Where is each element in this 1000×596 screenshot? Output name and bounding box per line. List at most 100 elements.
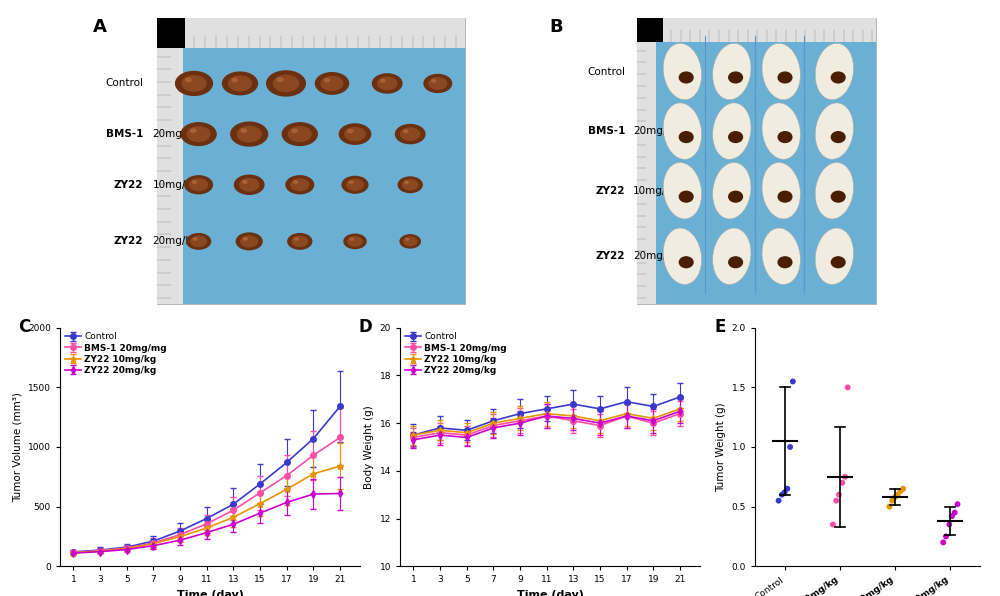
Circle shape [241,129,246,132]
Circle shape [277,78,283,82]
Text: B: B [549,18,563,36]
Circle shape [291,179,309,191]
FancyBboxPatch shape [157,18,185,48]
Text: D: D [358,318,372,336]
Circle shape [679,257,693,268]
Circle shape [344,234,366,249]
Circle shape [679,132,693,142]
Circle shape [192,181,197,184]
Circle shape [191,129,196,132]
Circle shape [185,176,212,194]
Text: A: A [93,18,107,36]
Circle shape [288,234,312,249]
Circle shape [229,76,251,91]
Circle shape [267,71,305,96]
Circle shape [273,75,299,92]
Point [892,486,908,496]
Circle shape [321,76,343,91]
Circle shape [831,72,845,83]
Circle shape [237,126,261,142]
Ellipse shape [762,103,800,159]
Circle shape [398,177,422,193]
Circle shape [679,72,693,83]
FancyBboxPatch shape [637,18,663,42]
Circle shape [315,73,349,94]
Ellipse shape [815,103,854,159]
Circle shape [778,191,792,202]
Circle shape [345,128,365,141]
Circle shape [191,237,206,246]
Circle shape [372,74,402,93]
Circle shape [193,238,197,240]
Circle shape [778,257,792,268]
Text: ZY22: ZY22 [114,180,143,190]
Y-axis label: Tumor Weight (g): Tumor Weight (g) [716,402,726,492]
Circle shape [243,238,247,240]
Circle shape [729,191,742,202]
Ellipse shape [815,163,854,219]
Circle shape [292,129,297,132]
Circle shape [241,236,258,247]
Point [831,490,847,499]
FancyBboxPatch shape [157,18,465,304]
Circle shape [186,78,191,82]
Circle shape [381,79,385,82]
Text: Control: Control [587,67,625,76]
Ellipse shape [663,163,702,219]
Circle shape [424,74,452,92]
Circle shape [348,129,353,132]
Point [785,377,801,386]
Point [779,484,795,493]
Point [941,520,957,529]
Text: 10mg/kg: 10mg/kg [153,180,199,190]
Point [782,442,798,452]
Circle shape [282,123,317,145]
FancyBboxPatch shape [637,18,876,304]
Ellipse shape [663,103,702,159]
Circle shape [223,72,257,95]
Circle shape [831,191,845,202]
Ellipse shape [663,228,702,284]
Ellipse shape [762,228,800,284]
Point [825,520,841,529]
Circle shape [778,132,792,142]
Text: 20mg/kg: 20mg/kg [153,237,199,246]
Circle shape [232,78,237,82]
Circle shape [243,181,247,184]
Point [837,472,853,482]
Circle shape [236,233,262,250]
Circle shape [378,77,397,89]
Point [771,496,787,505]
Point [887,492,903,502]
Circle shape [402,180,418,190]
Circle shape [831,132,845,142]
Circle shape [294,238,298,240]
Ellipse shape [713,103,751,159]
Legend: Control, BMS-1 20mg/mg, ZY22 10mg/kg, ZY22 20mg/kg: Control, BMS-1 20mg/mg, ZY22 10mg/kg, ZY… [405,333,507,375]
Ellipse shape [663,44,702,100]
Point [884,496,900,505]
Point [828,496,844,505]
Ellipse shape [762,44,800,100]
Circle shape [294,181,298,184]
Circle shape [400,235,420,248]
Text: ZY22: ZY22 [596,186,625,195]
Y-axis label: Body Weight (g): Body Weight (g) [364,405,374,489]
Ellipse shape [815,44,854,100]
Point [881,502,897,511]
Point [777,488,793,497]
Circle shape [432,79,436,82]
Circle shape [325,79,330,82]
Text: BMS-1: BMS-1 [588,126,625,136]
Text: C: C [18,318,30,336]
Ellipse shape [713,44,751,100]
Point [947,508,963,517]
Circle shape [339,124,371,144]
FancyBboxPatch shape [663,18,876,42]
Text: 20mg/kg: 20mg/kg [633,126,679,136]
Circle shape [401,128,420,140]
Circle shape [348,237,362,246]
Point [895,484,911,493]
Circle shape [181,123,216,145]
Circle shape [404,237,417,246]
